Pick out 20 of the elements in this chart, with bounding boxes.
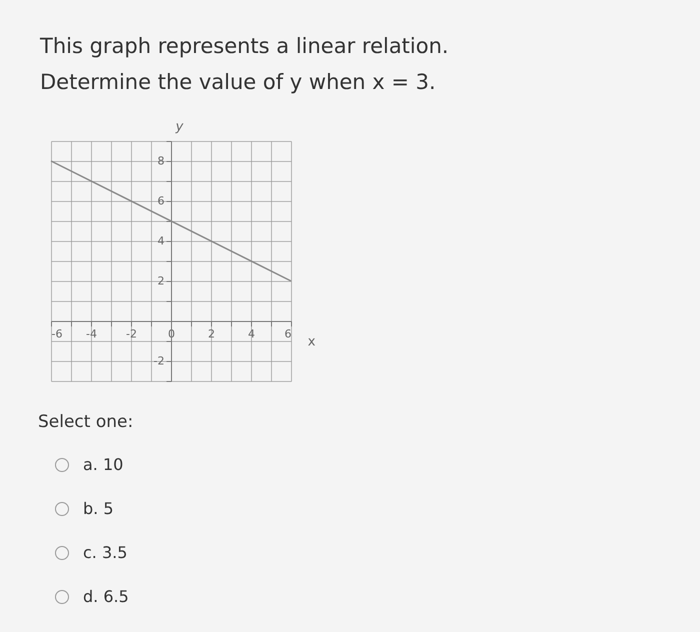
text: b. 5 [83,499,114,518]
text: a. 10 [83,455,124,474]
x-axis-title: x [308,334,316,350]
chart-title: This graph represents a linear relation. [40,33,449,60]
y-tick-label: 2 [158,274,164,288]
x-tick-label: 6 [284,328,292,340]
x-tick-label: 2 [208,328,215,340]
x-tick-label: 4 [248,328,255,340]
text: Select one: [38,412,134,432]
y-axis-title: y [174,120,184,134]
chart-subtitle: Determine the value of y when x = 3. [40,69,437,96]
x-tick-label: -4 [86,328,97,340]
y-tick-label: 8 [158,154,164,168]
y-tick-label: -2 [154,354,164,368]
x-tick-label: -6 [52,328,62,340]
x-tick-label: -2 [126,328,137,340]
y-tick-label: 4 [158,234,164,248]
text: d. 6.5 [83,587,129,606]
text: c. 3.5 [83,543,128,562]
y-tick-label: 6 [158,194,164,208]
